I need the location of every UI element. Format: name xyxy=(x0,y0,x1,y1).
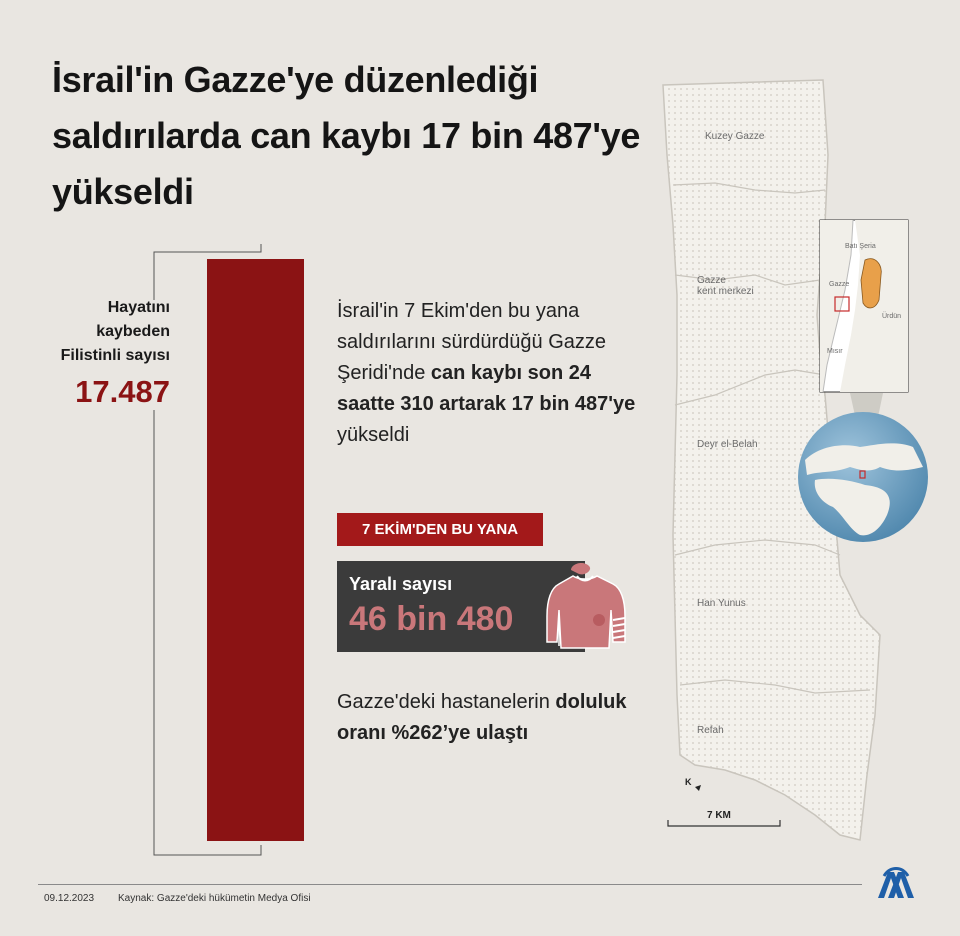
injured-value: 46 bin 480 xyxy=(349,600,514,638)
inset-label-misir: Mısır xyxy=(827,348,843,355)
region-han-yunus: Han Yunus xyxy=(697,598,746,609)
inset-label-gazze: Gazze xyxy=(829,281,849,288)
scale-bar: 7 KM xyxy=(667,810,781,827)
region-gazze-line1: Gazze xyxy=(697,275,726,286)
injured-person-icon xyxy=(546,563,626,649)
deaths-value: 17.487 xyxy=(75,374,170,409)
inset-label-urdun: Ürdün xyxy=(882,312,901,320)
globe-locator xyxy=(798,412,928,542)
injured-box xyxy=(337,561,585,652)
north-arrow-icon: K xyxy=(685,777,701,791)
inset-label-bati-seria: Batı Şeria xyxy=(845,243,876,250)
gaza-strip-shape xyxy=(662,79,881,841)
hospital-text-bold: doluluk oranı %262’ye ulaştı xyxy=(337,691,627,744)
hospital-text: Gazze'deki hastanelerin doluluk oranı %2… xyxy=(337,687,627,749)
main-text-part1: İsrail'in 7 Ekim'den bu yana saldırıları… xyxy=(337,300,607,384)
deaths-label: Hayatını kaybeden Filistinli sayısı xyxy=(60,299,170,364)
main-text-bold: can kaybı son 24 saatte 310 artarak 17 b… xyxy=(337,362,636,415)
main-description: İsrail'in 7 Ekim'den bu yana saldırıları… xyxy=(337,296,637,451)
main-text-part2: yükseldi xyxy=(337,424,410,446)
region-kuzey-gazze: Kuzey Gazze xyxy=(705,131,765,142)
hospital-text-part1: Gazze'deki hastanelerin xyxy=(337,691,556,713)
page-title: İsrail'in Gazze'ye düzenlediği saldırıla… xyxy=(52,59,641,212)
region-gazze-line2: kent merkezi xyxy=(697,286,754,297)
scale-label: 7 KM xyxy=(707,810,731,821)
footer-date: 09.12.2023 xyxy=(44,893,95,904)
inset-map: Batı Şeria Gazze Ürdün Mısır xyxy=(819,219,909,393)
aa-logo-icon xyxy=(878,867,914,898)
footer-source: Kaynak: Gazze'deki hükümetin Medya Ofisi xyxy=(118,893,311,904)
footer-divider xyxy=(38,884,862,885)
region-deyr-el-belah: Deyr el-Belah xyxy=(697,439,758,450)
since-badge: 7 EKİM'DEN BU YANA xyxy=(337,513,543,546)
deaths-bar xyxy=(207,259,304,841)
gaza-map: Kuzey Gazze Gazze kent merkezi Deyr el-B… xyxy=(662,79,928,841)
north-mark: K xyxy=(685,777,692,787)
region-refah: Refah xyxy=(697,725,724,736)
injured-label: Yaralı sayısı xyxy=(349,574,453,594)
bar-bracket xyxy=(153,244,262,856)
